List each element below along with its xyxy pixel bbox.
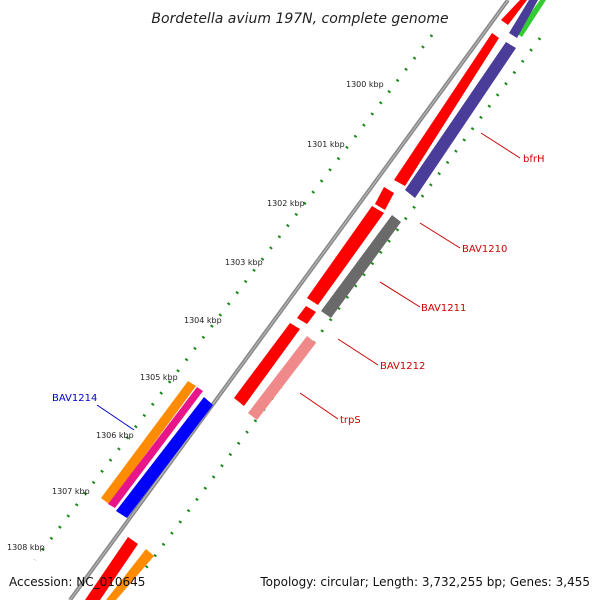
cds-BAV1211-red — [307, 206, 384, 305]
tick-label: 1300 kbp — [346, 80, 384, 89]
tick-label: 1308 kbp — [7, 543, 45, 552]
cds-BAV1212-red — [297, 306, 316, 324]
cds-bfrH-main — [394, 33, 499, 186]
gene-label-BAV1211: BAV1211 — [421, 303, 466, 314]
cds-pink — [248, 336, 316, 420]
cds-green — [516, 0, 546, 37]
tick-label: 1304 kbp — [184, 316, 222, 325]
tick-label: 1302 kbp — [267, 199, 305, 208]
tick-label: 1301 kbp — [307, 140, 345, 149]
gene-label-BAV1214: BAV1214 — [52, 393, 97, 404]
gene-label-trpS: trpS — [340, 415, 361, 426]
reverse-strand-genes — [106, 0, 546, 600]
gene-labels: bfrH BAV1210 BAV1211 BAV1212 trpS BAV121… — [52, 154, 545, 426]
inner-scale-track — [138, 37, 542, 577]
tick-label: 1305 kbp — [140, 373, 178, 382]
cds-trpS-red — [234, 323, 300, 406]
cds-navy — [405, 42, 516, 198]
gene-label-BAV1212: BAV1212 — [380, 361, 425, 372]
tick-label: 1306 kbp — [96, 431, 134, 440]
genome-summary-text: Topology: circular; Length: 3,732,255 bp… — [259, 575, 590, 589]
tick-label: 1307 kbp — [52, 487, 90, 496]
cds-lower-red — [85, 537, 138, 600]
cds-navy-top — [509, 0, 538, 38]
cds-orange — [101, 381, 196, 504]
outer-scale-track — [33, 34, 434, 561]
cds-bfrH — [501, 0, 527, 25]
forward-strand-genes — [85, 0, 527, 600]
cds-blue — [116, 397, 213, 518]
cds-BAV1210 — [375, 187, 394, 210]
cds-gray — [321, 215, 401, 318]
cds-magenta — [108, 387, 203, 508]
outer-genes-left — [101, 381, 213, 518]
gene-label-BAV1210: BAV1210 — [462, 244, 507, 255]
map-title: Bordetella avium 197N, complete genome — [151, 11, 448, 27]
tick-label: 1303 kbp — [225, 258, 263, 267]
scale-ticks: 1300 kbp 1301 kbp 1302 kbp 1303 kbp 1304… — [7, 80, 384, 552]
cds-lower-orange — [106, 549, 154, 600]
gene-label-bfrH: bfrH — [523, 154, 545, 165]
genome-backbone — [68, 0, 510, 600]
gene-leaders — [96, 132, 521, 431]
accession-text: Accession: NC_010645 — [9, 575, 145, 589]
